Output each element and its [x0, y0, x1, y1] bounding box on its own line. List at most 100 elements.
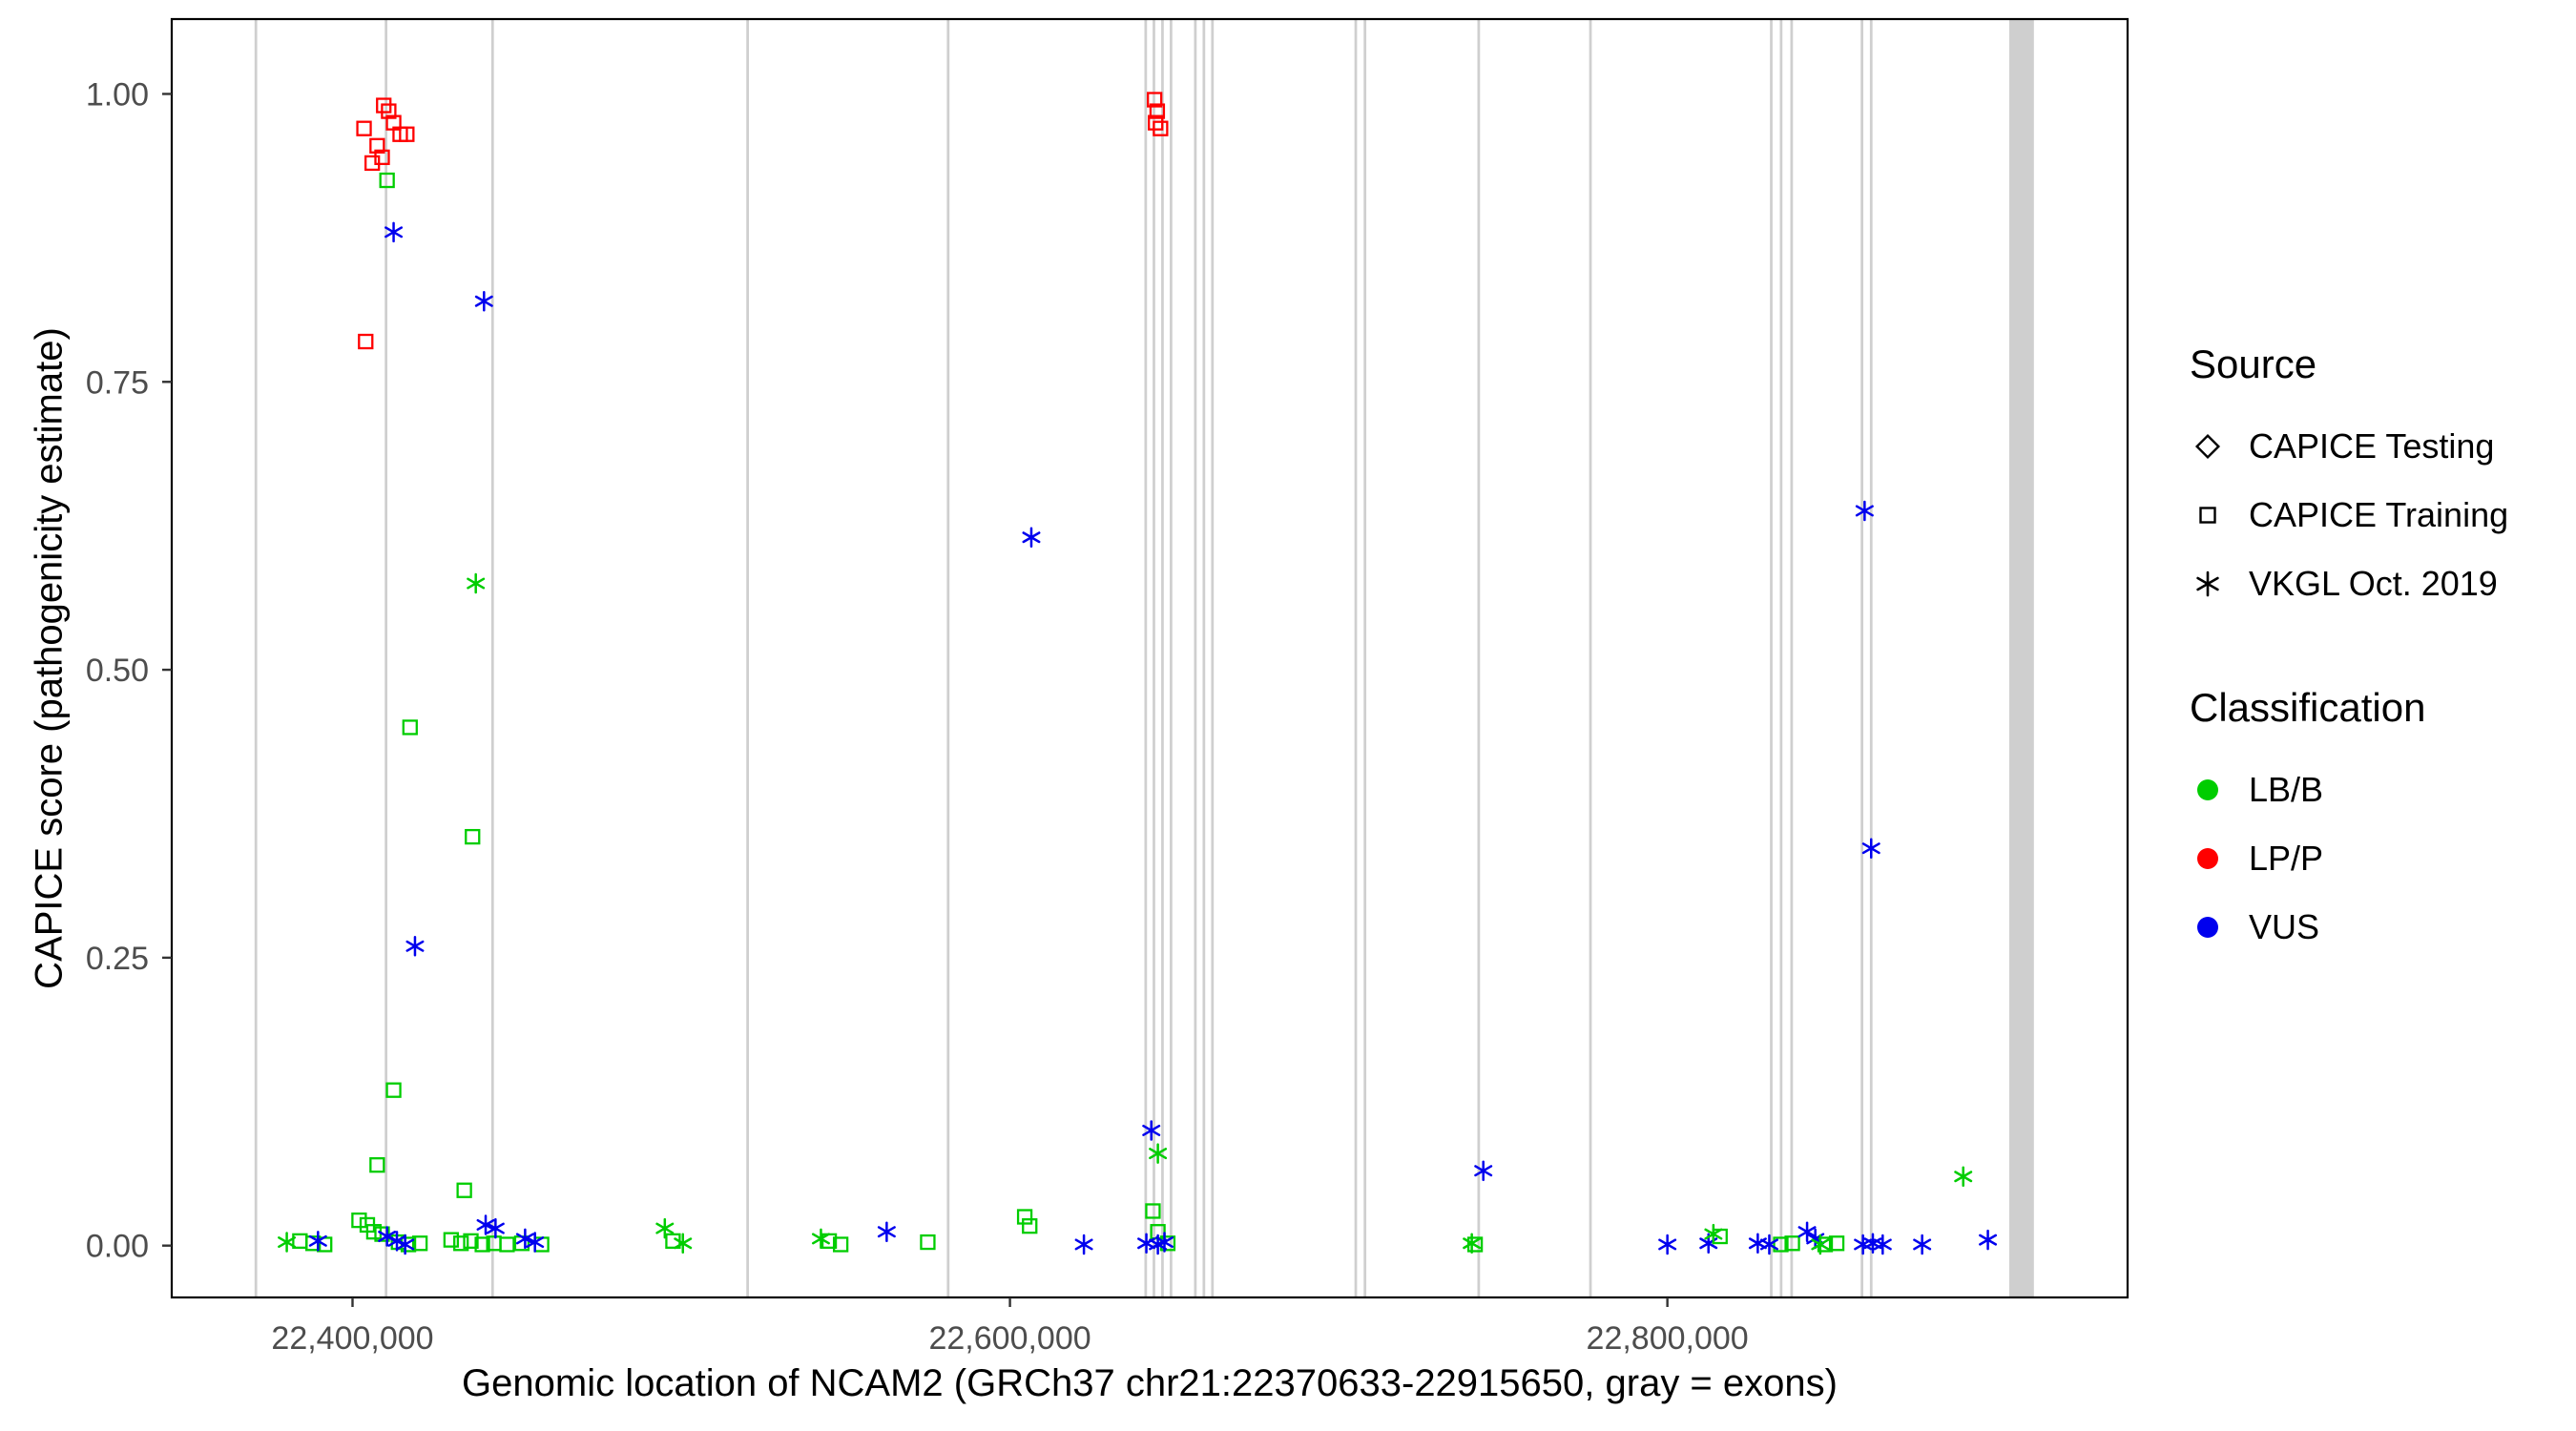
data-point-square [1145, 1203, 1161, 1219]
data-point-asterisk [1873, 1234, 1892, 1255]
data-point-asterisk [877, 1221, 896, 1242]
data-point-asterisk [811, 1228, 830, 1250]
data-point-asterisk [396, 1234, 415, 1255]
data-point-square [411, 1235, 428, 1252]
legend-item-vus: VUS [2190, 893, 2508, 962]
y-axis-tick-label: 0.00 [86, 1229, 149, 1265]
legend-source-title: Source [2190, 342, 2317, 386]
data-point-square [1784, 1235, 1800, 1252]
data-point-square [351, 1212, 367, 1229]
data-point-square [1149, 103, 1166, 119]
x-axis-tick-label: 22,800,000 [1587, 1320, 1749, 1357]
diamond-icon [2190, 428, 2226, 465]
data-point-asterisk [1463, 1233, 1482, 1255]
data-point-asterisk [278, 1232, 297, 1253]
data-point-asterisk [1811, 1234, 1830, 1255]
exon-marker [254, 19, 258, 1297]
data-point-asterisk [1855, 500, 1874, 522]
data-point-asterisk [1022, 527, 1041, 548]
exon-marker [1202, 19, 1206, 1297]
data-point-square [499, 1236, 515, 1253]
data-point-asterisk [1861, 838, 1880, 859]
legend-label: VUS [2249, 907, 2320, 946]
exon-marker [1211, 19, 1215, 1297]
x-axis-title: Genomic location of NCAM2 (GRCh37 chr21:… [462, 1362, 1838, 1404]
exon-marker [1477, 19, 1481, 1297]
data-point-asterisk [486, 1217, 505, 1239]
square-icon [2190, 497, 2226, 533]
legend-item-lbb: LB/B [2190, 756, 2508, 824]
data-point-square [1828, 1235, 1845, 1252]
data-point-asterisk [526, 1232, 545, 1253]
data-point-asterisk [1797, 1221, 1817, 1242]
red-dot-icon [2190, 840, 2226, 877]
data-point-asterisk [474, 291, 493, 312]
exon-marker [1153, 19, 1155, 1297]
asterisk-icon [2190, 566, 2226, 602]
legend-label: CAPICE Testing [2249, 426, 2495, 466]
data-point-square [920, 1234, 936, 1251]
x-axis-tick-label: 22,400,000 [271, 1320, 433, 1357]
data-point-asterisk [1142, 1120, 1161, 1141]
legend-classification-title: Classification [2190, 685, 2426, 730]
data-point-square [1153, 120, 1169, 136]
plot-panel-background [172, 19, 2128, 1297]
y-axis-title: CAPICE score (pathogenicity estimate) [28, 327, 71, 989]
exon-marker [1860, 19, 1863, 1297]
data-point-asterisk [1658, 1234, 1677, 1255]
data-point-asterisk [1913, 1234, 1932, 1255]
exon-marker [1194, 19, 1197, 1297]
legend-label: LB/B [2249, 770, 2324, 809]
exon-marker [1869, 19, 1873, 1297]
legend-item-capice-training: CAPICE Training [2190, 481, 2508, 550]
data-point-asterisk [674, 1233, 693, 1255]
legend-item-vkgl: VKGL Oct. 2019 [2190, 550, 2508, 618]
data-point-asterisk [476, 1214, 495, 1235]
data-point-asterisk [1979, 1229, 1998, 1251]
y-axis-tick-label: 0.50 [86, 653, 149, 689]
exon-marker [1144, 19, 1148, 1297]
data-point-asterisk [655, 1217, 675, 1239]
data-point-square [399, 126, 415, 142]
x-axis-tick-label: 22,600,000 [928, 1320, 1091, 1357]
exon-marker [1770, 19, 1773, 1297]
data-point-square [385, 1082, 402, 1098]
data-point-square [402, 719, 418, 736]
data-point-asterisk [515, 1228, 534, 1250]
data-point-square [1147, 92, 1163, 108]
green-dot-icon [2190, 772, 2226, 808]
legend-item-lpp: LP/P [2190, 824, 2508, 893]
data-point-asterisk [1954, 1166, 1973, 1187]
exon-marker [1779, 19, 1783, 1297]
data-point-square [379, 172, 395, 189]
data-point-square [463, 1233, 479, 1249]
data-point-asterisk [1474, 1160, 1493, 1181]
legend-label: LP/P [2249, 839, 2324, 878]
exon-marker [1354, 19, 1358, 1297]
data-point-square [356, 120, 372, 136]
exon-marker [2008, 19, 2034, 1297]
exon-marker [490, 19, 494, 1297]
data-point-asterisk [1149, 1143, 1168, 1164]
data-point-asterisk [1155, 1232, 1174, 1253]
data-point-square [474, 1236, 490, 1253]
data-point-asterisk [384, 221, 404, 243]
data-point-square [1022, 1218, 1038, 1234]
data-point-square [369, 137, 385, 154]
exon-marker [1363, 19, 1367, 1297]
data-point-square [358, 333, 374, 350]
data-point-asterisk [467, 572, 486, 594]
exon-marker [1170, 19, 1173, 1297]
data-point-asterisk [405, 936, 425, 957]
exon-marker [384, 19, 388, 1297]
blue-dot-icon [2190, 909, 2226, 945]
data-point-square [453, 1235, 469, 1252]
data-point-square [1016, 1209, 1033, 1225]
y-axis-tick-label: 0.25 [86, 941, 149, 977]
data-point-square [1773, 1236, 1789, 1253]
exon-marker [1589, 19, 1592, 1297]
data-point-square [381, 103, 397, 119]
data-point-asterisk [308, 1231, 327, 1252]
data-point-square [369, 1157, 385, 1173]
exon-marker [746, 19, 750, 1297]
